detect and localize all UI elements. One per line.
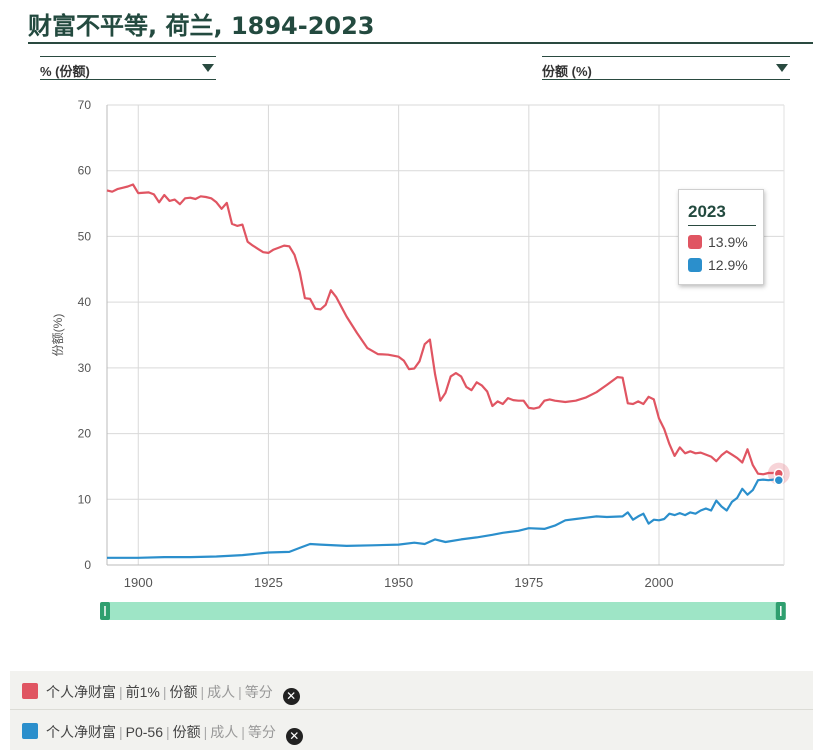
legend-separator: |	[203, 724, 208, 740]
legend-separator: |	[238, 684, 242, 700]
x-tick-label: 1925	[254, 575, 283, 590]
indicator-dropdown[interactable]: 份额 (%)	[542, 56, 790, 80]
legend-separator: |	[166, 724, 170, 740]
tooltip-divider	[688, 225, 756, 226]
y-axis-label: 份额(%)	[51, 314, 65, 357]
legend-part: 份额	[172, 724, 201, 740]
legend-part: 等分	[247, 724, 276, 740]
tooltip-value: 12.9%	[708, 257, 748, 273]
legend-part: 个人净财富	[46, 684, 116, 700]
legend-item-bottom56: 个人净财富 | P0-56 | 份额 | 成人 | 等分 ✕	[10, 711, 813, 750]
y-tick-label: 10	[78, 492, 92, 506]
page-title: 财富不平等, 荷兰, 1894-2023	[28, 12, 375, 40]
x-tick-label: 1900	[124, 575, 153, 590]
legend-part: 成人	[207, 684, 236, 700]
unit-dropdown-label: % (份额)	[40, 64, 90, 79]
series-swatch	[22, 683, 38, 699]
y-tick-label: 70	[78, 98, 92, 112]
range-slider	[100, 602, 786, 620]
tooltip-row-bottom: 12.9%	[688, 257, 748, 273]
axes: 0 10 20 30 40 50 60 70 1900 1925 1950 1975 2000	[78, 98, 785, 590]
legend-part: 份额	[169, 684, 198, 700]
unit-dropdown[interactable]: % (份额)	[40, 56, 216, 80]
legend-part: 等分	[244, 684, 273, 700]
x-tick-label: 1975	[514, 575, 543, 590]
series-swatch	[22, 723, 38, 739]
indicator-dropdown-label: 份额 (%)	[542, 64, 592, 79]
legend-separator: |	[200, 684, 205, 700]
legend-panel: 个人净财富 | 前1% | 份额 | 成人 | 等分 ✕ 个人净财富 | P0-56 | 份额 | 成人 | 等…	[10, 671, 813, 750]
range-slider-track	[105, 602, 781, 620]
y-tick-label: 40	[78, 295, 92, 309]
title-divider	[28, 42, 813, 44]
legend-separator: |	[119, 684, 123, 700]
series-lines	[106, 183, 790, 559]
chevron-down-icon	[776, 64, 788, 72]
line-chart: 0 10 20 30 40 50 60 70 1900 1925 1950 1975 2000 份额(%…	[51, 98, 790, 620]
tooltip-year: 2023	[688, 202, 726, 221]
y-tick-label: 60	[78, 164, 92, 178]
legend-separator: |	[241, 724, 245, 740]
legend-separator: |	[119, 724, 123, 740]
grid-lines	[107, 104, 784, 565]
legend-part: 成人	[210, 724, 239, 740]
legend-part: 个人净财富	[46, 724, 116, 740]
chevron-down-icon	[202, 64, 214, 72]
tooltip-value: 13.9%	[708, 234, 748, 250]
series-line	[106, 183, 779, 476]
legend-separator: |	[162, 684, 167, 700]
x-tick-label: 1950	[384, 575, 413, 590]
series-swatch	[688, 235, 702, 249]
legend-label: 个人净财富 | 前1% | 份额 | 成人 | 等分 ✕	[46, 682, 300, 705]
y-tick-label: 30	[78, 361, 92, 375]
y-tick-label: 20	[78, 427, 92, 441]
legend-label: 个人净财富 | P0-56 | 份额 | 成人 | 等分 ✕	[46, 722, 303, 745]
remove-series-icon[interactable]: ✕	[282, 688, 300, 705]
remove-series-icon[interactable]: ✕	[285, 728, 303, 745]
y-tick-label: 0	[84, 558, 91, 572]
x-tick-label: 2000	[645, 575, 674, 590]
legend-item-top1: 个人净财富 | 前1% | 份额 | 成人 | 等分 ✕	[10, 671, 813, 710]
legend-part: P0-56	[125, 724, 163, 740]
legend-part: 前1%	[125, 684, 160, 700]
data-tooltip: 2023 13.9% 12.9%	[678, 189, 764, 285]
y-tick-label: 50	[78, 229, 92, 243]
series-swatch	[688, 258, 702, 272]
end-point-marker	[773, 474, 785, 486]
series-line	[107, 478, 779, 559]
tooltip-row-top1: 13.9%	[688, 234, 748, 250]
